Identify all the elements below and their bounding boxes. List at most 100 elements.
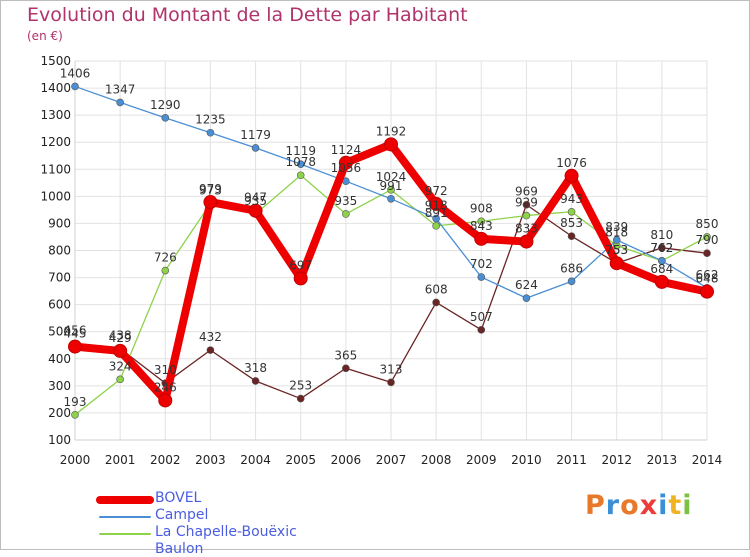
data-point bbox=[206, 346, 215, 354]
data-label: 429 bbox=[109, 331, 132, 345]
data-label: 762 bbox=[650, 241, 673, 255]
data-label: 456 bbox=[64, 324, 87, 338]
data-label: 318 bbox=[244, 361, 267, 375]
data-point bbox=[609, 256, 624, 271]
x-tick-label: 2014 bbox=[692, 453, 723, 467]
x-tick-label: 2000 bbox=[60, 453, 91, 467]
data-point bbox=[700, 284, 714, 299]
data-labels: 456 438 310 432 318 253 365 313 608 507 969 853 753 8… bbox=[60, 66, 719, 408]
data-point bbox=[206, 128, 215, 137]
data-label: 1076 bbox=[556, 156, 587, 170]
data-label: 935 bbox=[244, 194, 267, 208]
data-point bbox=[522, 200, 531, 209]
data-label: 991 bbox=[380, 179, 403, 193]
data-label: 790 bbox=[696, 233, 719, 247]
legend-label: Baulon bbox=[155, 541, 204, 557]
data-point bbox=[338, 155, 353, 170]
data-label: 507 bbox=[470, 310, 493, 324]
y-tick-label: 1200 bbox=[40, 135, 71, 149]
logo-letter: i bbox=[658, 490, 669, 521]
x-tick-label: 2008 bbox=[421, 453, 452, 467]
data-point bbox=[477, 326, 486, 334]
data-point bbox=[203, 195, 218, 210]
data-point bbox=[658, 243, 666, 252]
data-label: 253 bbox=[289, 379, 312, 393]
data-point bbox=[432, 214, 440, 223]
data-label: 1192 bbox=[376, 124, 407, 138]
x-tick-label: 2007 bbox=[376, 453, 407, 467]
data-label: 1056 bbox=[331, 161, 362, 175]
data-point bbox=[519, 234, 534, 249]
x-tick-label: 2005 bbox=[285, 453, 316, 467]
x-tick-label: 2013 bbox=[647, 453, 678, 467]
data-point bbox=[296, 171, 305, 180]
data-point bbox=[522, 294, 531, 302]
data-label: 973 bbox=[199, 184, 222, 198]
data-label: 1235 bbox=[195, 113, 226, 127]
data-label: 648 bbox=[696, 272, 719, 286]
data-label: 432 bbox=[199, 330, 222, 344]
x-tick-label: 2010 bbox=[511, 453, 542, 467]
data-label: 684 bbox=[650, 262, 673, 276]
data-label: 818 bbox=[605, 226, 628, 240]
logo-letter: i bbox=[682, 490, 693, 521]
y-tick-label: 100 bbox=[48, 433, 71, 447]
data-label: 935 bbox=[334, 194, 357, 208]
y-tick-label: 1500 bbox=[40, 54, 71, 68]
data-label: 445 bbox=[64, 327, 87, 341]
legend-label: BOVEL bbox=[155, 490, 202, 506]
data-point bbox=[68, 339, 82, 354]
chart-unit: (en €) bbox=[27, 29, 63, 43]
data-point bbox=[116, 375, 124, 384]
data-label: 1119 bbox=[285, 144, 316, 158]
data-point bbox=[432, 222, 440, 230]
data-point bbox=[567, 277, 576, 286]
x-tick-label: 2006 bbox=[331, 453, 362, 467]
data-label: 753 bbox=[605, 243, 628, 257]
y-tick-label: 1000 bbox=[40, 189, 71, 203]
data-point bbox=[429, 196, 444, 211]
logo-letter: x bbox=[639, 490, 659, 521]
data-point bbox=[384, 137, 398, 152]
data-label: 310 bbox=[154, 363, 177, 377]
legend-label: La Chapelle-Bouëxic bbox=[155, 524, 297, 540]
data-label: 1347 bbox=[105, 82, 136, 96]
data-point bbox=[387, 378, 395, 387]
data-point bbox=[703, 233, 711, 241]
x-tick-label: 2003 bbox=[195, 453, 226, 467]
y-tick-label: 400 bbox=[48, 352, 71, 366]
y-tick-label: 1300 bbox=[40, 108, 71, 122]
data-label: 947 bbox=[244, 191, 267, 205]
data-label: 753 bbox=[605, 243, 628, 257]
data-label: 810 bbox=[650, 228, 673, 242]
data-point bbox=[474, 231, 489, 246]
x-tick-label: 2011 bbox=[556, 453, 587, 467]
data-label: 929 bbox=[515, 196, 538, 210]
y-tick-label: 900 bbox=[48, 216, 71, 230]
y-tick-label: 300 bbox=[48, 379, 71, 393]
data-point bbox=[296, 160, 305, 168]
legend-label: Campel bbox=[155, 507, 209, 523]
data-label: 1406 bbox=[60, 66, 91, 80]
data-label: 853 bbox=[560, 216, 583, 230]
data-label: 726 bbox=[154, 251, 177, 265]
data-label: 1179 bbox=[240, 128, 271, 142]
data-label: 438 bbox=[109, 328, 132, 342]
x-tick-label: 2004 bbox=[240, 453, 271, 467]
data-label: 839 bbox=[605, 220, 628, 234]
data-point bbox=[248, 203, 263, 218]
y-tick-label: 200 bbox=[48, 406, 71, 420]
data-point bbox=[564, 168, 579, 183]
data-point bbox=[71, 411, 79, 419]
data-label: 833 bbox=[515, 222, 538, 236]
data-point bbox=[654, 274, 669, 289]
data-point bbox=[387, 186, 395, 194]
data-point bbox=[116, 98, 124, 107]
data-label: 1124 bbox=[331, 143, 362, 157]
chart-title: Evolution du Montant de la Dette par Hab… bbox=[27, 4, 468, 26]
data-point bbox=[522, 211, 531, 220]
y-tick-label: 800 bbox=[48, 244, 71, 258]
data-label: 246 bbox=[154, 380, 177, 394]
data-label: 972 bbox=[425, 184, 448, 198]
